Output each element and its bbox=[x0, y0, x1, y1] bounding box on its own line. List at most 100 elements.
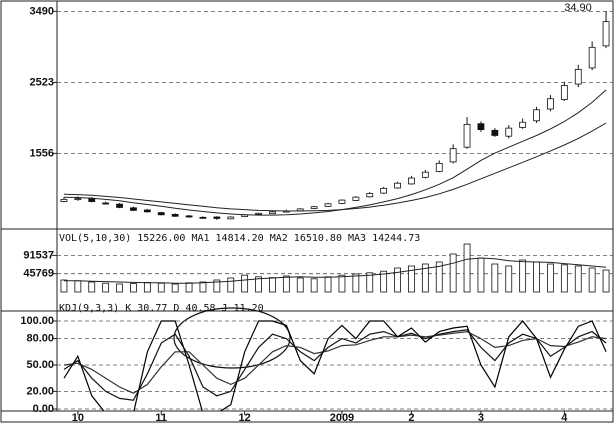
volume-bar bbox=[560, 264, 568, 293]
candle-body bbox=[74, 198, 82, 201]
volume-bar bbox=[185, 282, 193, 293]
volume-bar bbox=[366, 272, 374, 293]
line bbox=[63, 330, 607, 394]
candle-body bbox=[463, 124, 471, 148]
x-tick-label: 3 bbox=[478, 412, 484, 423]
y-tick-label: 45769 bbox=[23, 268, 54, 280]
volume-bar bbox=[519, 259, 527, 293]
volume-bar bbox=[435, 261, 443, 293]
volume-bar bbox=[421, 263, 429, 293]
candle-body bbox=[491, 129, 499, 136]
panel bbox=[57, 10, 613, 220]
x-tick-label: 10 bbox=[72, 412, 84, 423]
volume-bar bbox=[241, 274, 249, 293]
line bbox=[63, 122, 607, 212]
volume-bar bbox=[352, 273, 360, 293]
volume-header: VOL(5,10,30) 15226.00 MA1 14814.20 MA2 1… bbox=[59, 233, 420, 244]
volume-bar bbox=[116, 283, 123, 293]
candle-body bbox=[310, 206, 318, 209]
y-tick-label: 20.00 bbox=[26, 385, 54, 397]
volume-bar bbox=[74, 280, 82, 293]
volume-bar bbox=[505, 265, 513, 293]
line bbox=[63, 329, 607, 401]
candle-body bbox=[255, 212, 262, 215]
line bbox=[64, 257, 607, 284]
candle-body bbox=[352, 196, 360, 201]
volume-bar bbox=[227, 277, 235, 293]
volume-bar bbox=[143, 281, 151, 293]
candle-body bbox=[547, 98, 554, 110]
candle-body bbox=[560, 85, 568, 100]
volume-bar bbox=[255, 276, 262, 293]
volume-bar bbox=[282, 275, 290, 293]
volume-bar bbox=[324, 276, 332, 293]
candle-body bbox=[394, 182, 401, 189]
candle-body bbox=[227, 216, 235, 220]
volume-bar bbox=[60, 279, 68, 293]
x-tick-label: 2009 bbox=[330, 412, 354, 423]
volume-bar bbox=[338, 274, 346, 293]
x-tick-label: 11 bbox=[155, 412, 167, 423]
candle-body bbox=[102, 202, 110, 205]
candle-body bbox=[338, 199, 346, 204]
annotation: 34.90 bbox=[564, 2, 592, 14]
volume-bar bbox=[213, 279, 221, 293]
y-tick-label: 50.00 bbox=[26, 359, 54, 371]
y-tick-label: 0.00 bbox=[33, 403, 54, 415]
candle-body bbox=[449, 148, 457, 163]
candle-body bbox=[366, 193, 374, 198]
candle-body bbox=[477, 123, 485, 130]
panel bbox=[57, 243, 613, 293]
volume-bar bbox=[491, 263, 499, 293]
volume-bar bbox=[547, 263, 554, 293]
volume-bar bbox=[199, 281, 207, 293]
candle-body bbox=[380, 187, 388, 194]
volume-bar bbox=[394, 267, 401, 293]
volume-bar bbox=[380, 270, 388, 293]
candle-body bbox=[60, 198, 68, 202]
candle-body bbox=[519, 121, 527, 128]
kdj-header: KDJ(9,3,3) K 30.77 D 40.58 J 11.20 bbox=[59, 303, 264, 314]
candle-body bbox=[116, 203, 123, 208]
candle-body bbox=[171, 214, 179, 217]
volume-bar bbox=[102, 282, 110, 293]
candle-body bbox=[533, 109, 540, 122]
y-tick-label: 100.00 bbox=[20, 315, 54, 327]
candle-body bbox=[143, 209, 151, 213]
volume-bar bbox=[477, 257, 485, 293]
volume-bar bbox=[449, 253, 457, 293]
volume-bar bbox=[588, 267, 596, 293]
candle-body bbox=[199, 216, 207, 219]
highlight-ellipse bbox=[173, 307, 291, 369]
candle-body bbox=[157, 212, 165, 216]
candle-body bbox=[269, 211, 276, 215]
y-tick-label: 91537 bbox=[23, 249, 54, 261]
candle-body bbox=[130, 207, 137, 211]
volume-bar bbox=[408, 265, 415, 293]
volume-bar bbox=[296, 277, 304, 293]
x-tick-label: 4 bbox=[561, 412, 568, 423]
volume-bar bbox=[310, 278, 318, 293]
volume-bar bbox=[88, 281, 96, 293]
volume-bar bbox=[171, 283, 179, 293]
y-tick-label: 1556 bbox=[30, 147, 54, 159]
line bbox=[63, 320, 607, 411]
line bbox=[63, 89, 607, 216]
candle-body bbox=[421, 171, 429, 178]
candle-body bbox=[505, 127, 513, 137]
y-tick-label: 80.00 bbox=[26, 333, 54, 345]
volume-bar bbox=[574, 265, 582, 293]
volume-bar bbox=[269, 277, 276, 293]
candle-body bbox=[435, 162, 443, 172]
volume-bar bbox=[463, 243, 471, 293]
x-tick-label: 2 bbox=[408, 412, 414, 423]
x-tick-label: 12 bbox=[239, 412, 251, 423]
volume-bar bbox=[533, 261, 540, 293]
candle-body bbox=[408, 177, 415, 185]
candle-body bbox=[574, 68, 582, 85]
candle-body bbox=[185, 215, 193, 218]
volume-bar bbox=[130, 283, 137, 293]
panel bbox=[57, 320, 613, 411]
